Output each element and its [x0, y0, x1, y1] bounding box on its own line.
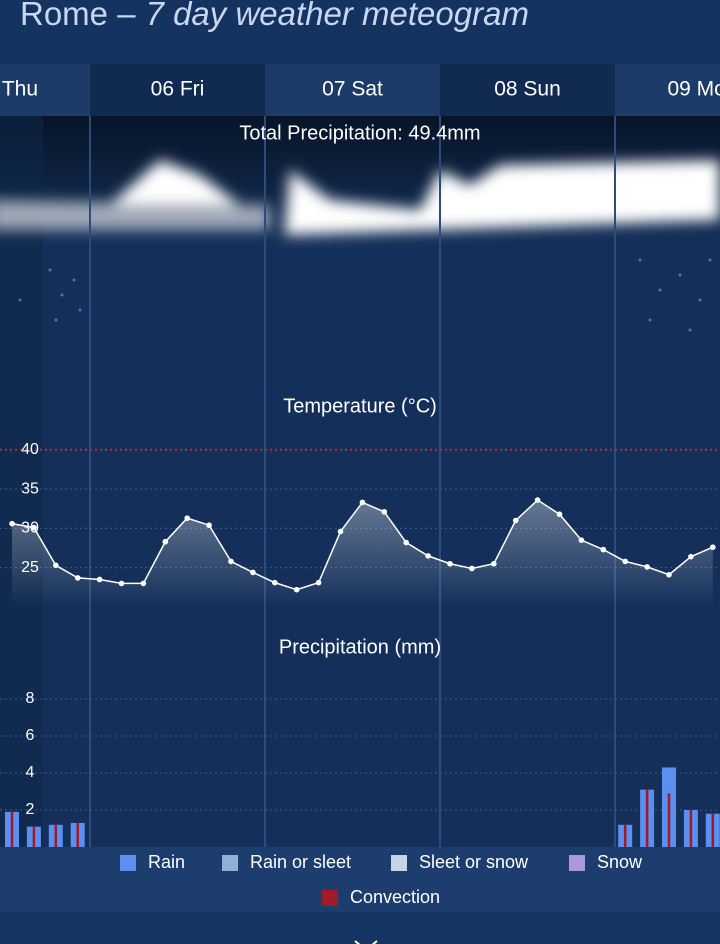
temperature-point — [162, 538, 169, 545]
legend-swatch[interactable] — [569, 855, 585, 871]
temperature-point — [381, 509, 388, 515]
temperature-point — [688, 553, 694, 560]
header-bar — [0, 0, 720, 64]
temperature-point — [118, 580, 125, 587]
y-tick-label: 40 — [21, 441, 39, 458]
temperature-point — [272, 579, 278, 586]
temperature-point — [622, 558, 628, 565]
temperature-point — [228, 558, 234, 565]
bottom-bar — [0, 912, 720, 944]
day-tab-label[interactable]: 08 Sun — [494, 78, 561, 101]
legend-swatch[interactable] — [391, 855, 407, 871]
day-tab-label[interactable]: 09 Mon — [667, 78, 720, 101]
temperature-point — [644, 564, 650, 570]
temperature-point — [206, 522, 212, 529]
temperature-point — [710, 544, 716, 551]
temperature-point — [600, 546, 607, 553]
y-tick-label: 35 — [21, 480, 39, 497]
day-tab-label[interactable]: 07 Sat — [322, 78, 383, 101]
temperature-point — [9, 520, 15, 527]
temperature-point — [556, 511, 563, 518]
legend-label[interactable]: Rain or sleet — [250, 852, 351, 872]
temperature-point — [31, 524, 37, 531]
y-tick-label: 8 — [26, 690, 35, 707]
convection-bar — [76, 822, 79, 847]
temperature-point — [403, 539, 410, 546]
temperature-point — [666, 571, 672, 578]
y-tick-label: 4 — [26, 764, 35, 781]
temperature-area — [12, 500, 713, 607]
temperature-point — [425, 553, 431, 559]
temperature-point — [53, 562, 59, 569]
temperature-point — [512, 517, 519, 524]
legend-swatch[interactable] — [120, 855, 136, 871]
temperature-title: Temperature (°C) — [283, 395, 437, 417]
day-tab[interactable] — [90, 64, 265, 116]
temperature-point — [315, 579, 322, 586]
clouds — [0, 160, 720, 235]
convection-bar — [32, 826, 36, 847]
temperature-point — [534, 497, 541, 503]
legend-label[interactable]: Snow — [597, 852, 643, 872]
day-tab[interactable] — [0, 64, 90, 116]
legend-label[interactable]: Rain — [148, 852, 185, 872]
day-separators — [89, 116, 616, 847]
legend-swatch[interactable] — [322, 890, 338, 906]
temperature-point — [250, 569, 256, 576]
y-tick-label: 2 — [26, 801, 35, 818]
temperature-point — [469, 565, 475, 572]
title-city: Rome – — [20, 0, 136, 32]
convection-bar — [645, 789, 649, 847]
y-tick-label: 6 — [26, 727, 35, 744]
convection-bar — [711, 813, 715, 847]
temperature-point — [447, 560, 453, 567]
convection-bar — [667, 793, 671, 847]
night-shade — [0, 116, 43, 847]
rain-drops — [18, 258, 712, 332]
day-tab-label[interactable]: Thu — [2, 78, 38, 101]
temperature-point — [184, 515, 190, 521]
legend-swatch[interactable] — [222, 855, 238, 871]
title-subtitle: 7 day weather meteogram — [146, 0, 529, 32]
day-tab[interactable] — [440, 64, 615, 116]
temperature-point — [359, 499, 366, 506]
convection-bar — [54, 824, 58, 847]
page-title: Rome – 7 day weather meteogram — [20, 0, 529, 32]
legend-label[interactable]: Sleet or snow — [419, 852, 529, 872]
temperature-point — [96, 576, 103, 583]
precipitation-title: Precipitation (mm) — [279, 636, 441, 658]
convection-bar — [10, 811, 14, 847]
temperature-point — [74, 575, 81, 581]
temperature-point — [491, 560, 497, 567]
convection-bar — [623, 824, 627, 847]
temperature-point — [293, 586, 300, 593]
total-precipitation: Total Precipitation: 49.4mm — [239, 122, 480, 144]
temperature-point — [140, 580, 147, 587]
day-tab[interactable] — [615, 64, 720, 116]
convection-bar — [689, 810, 693, 847]
temperature-point — [578, 537, 585, 543]
legend-label[interactable]: Convection — [350, 887, 440, 907]
temperature-point — [337, 528, 344, 535]
day-tab-label[interactable]: 06 Fri — [151, 78, 205, 101]
day-tab[interactable] — [265, 64, 440, 116]
